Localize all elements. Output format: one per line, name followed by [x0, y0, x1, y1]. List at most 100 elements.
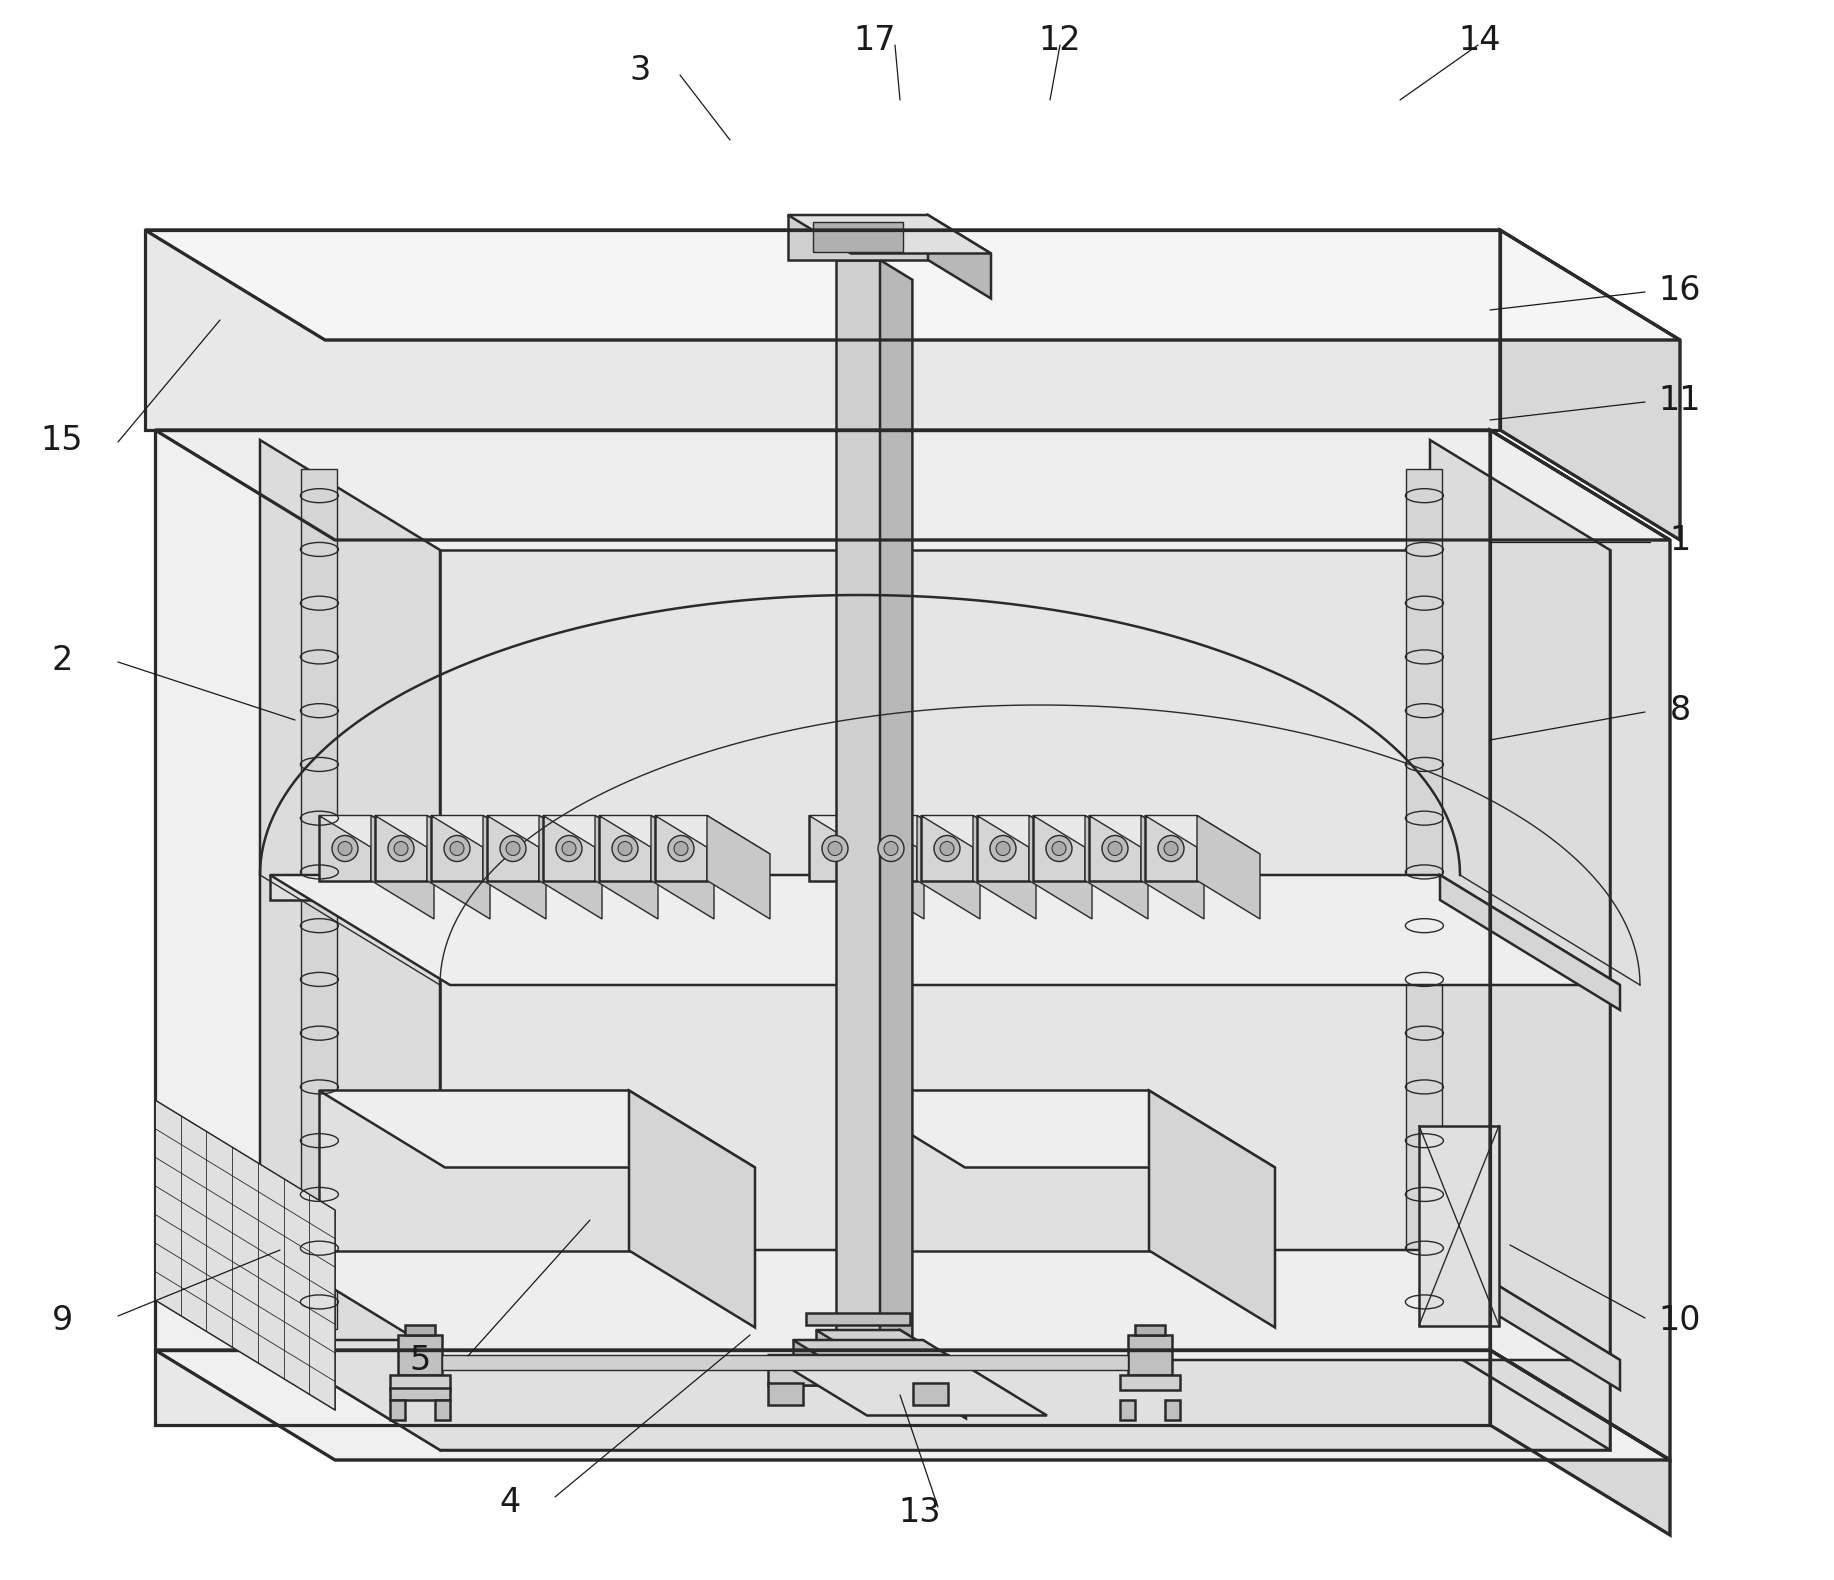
Circle shape — [613, 836, 638, 861]
Polygon shape — [792, 1340, 1012, 1395]
Polygon shape — [260, 1340, 1610, 1450]
Circle shape — [827, 842, 842, 855]
Polygon shape — [431, 815, 482, 880]
Polygon shape — [156, 1349, 1671, 1460]
Polygon shape — [978, 815, 1029, 880]
Polygon shape — [442, 1356, 1128, 1370]
Polygon shape — [270, 1250, 1619, 1360]
Polygon shape — [391, 1400, 405, 1420]
Polygon shape — [789, 215, 990, 253]
Polygon shape — [812, 223, 902, 251]
Text: 8: 8 — [1669, 694, 1691, 727]
Polygon shape — [921, 815, 1036, 855]
Polygon shape — [1420, 1125, 1498, 1326]
Text: 12: 12 — [1038, 24, 1082, 57]
Text: 17: 17 — [855, 24, 897, 57]
Polygon shape — [706, 815, 770, 920]
Polygon shape — [928, 215, 990, 299]
Polygon shape — [629, 1090, 756, 1327]
Polygon shape — [1141, 815, 1203, 920]
Polygon shape — [860, 815, 924, 920]
Polygon shape — [431, 815, 547, 855]
Polygon shape — [398, 1335, 442, 1375]
Polygon shape — [921, 815, 974, 880]
Polygon shape — [319, 1090, 629, 1250]
Polygon shape — [1500, 231, 1680, 540]
Polygon shape — [900, 1330, 954, 1413]
Circle shape — [1045, 836, 1073, 861]
Polygon shape — [1089, 815, 1141, 880]
Text: 2: 2 — [51, 643, 73, 676]
Polygon shape — [838, 1090, 1148, 1250]
Polygon shape — [1128, 1335, 1172, 1375]
Polygon shape — [768, 1356, 1047, 1416]
Polygon shape — [427, 815, 490, 920]
Polygon shape — [655, 815, 770, 855]
Text: 9: 9 — [51, 1304, 73, 1337]
Polygon shape — [260, 439, 440, 1450]
Circle shape — [394, 842, 407, 855]
Polygon shape — [866, 815, 917, 880]
Polygon shape — [1440, 1250, 1619, 1390]
Polygon shape — [391, 1387, 449, 1400]
Polygon shape — [370, 815, 435, 920]
Polygon shape — [435, 1400, 449, 1420]
Circle shape — [668, 836, 693, 861]
Polygon shape — [488, 815, 602, 855]
Polygon shape — [1144, 815, 1198, 880]
Circle shape — [990, 836, 1016, 861]
Polygon shape — [440, 550, 1610, 1450]
Circle shape — [934, 836, 959, 861]
Polygon shape — [812, 1345, 902, 1379]
Circle shape — [506, 842, 521, 855]
Polygon shape — [145, 231, 1500, 430]
Polygon shape — [319, 1090, 756, 1168]
Circle shape — [1053, 842, 1066, 855]
Polygon shape — [1489, 1349, 1671, 1536]
Circle shape — [1157, 836, 1185, 861]
Polygon shape — [156, 1100, 336, 1409]
Polygon shape — [594, 815, 658, 920]
Polygon shape — [600, 815, 651, 880]
Polygon shape — [974, 815, 1036, 920]
Polygon shape — [789, 215, 928, 261]
Circle shape — [501, 836, 526, 861]
Text: 1: 1 — [1669, 523, 1691, 556]
Text: 11: 11 — [1658, 384, 1702, 417]
Polygon shape — [1086, 815, 1148, 920]
Polygon shape — [816, 1330, 954, 1364]
Circle shape — [1108, 842, 1122, 855]
Polygon shape — [836, 261, 880, 1379]
Circle shape — [449, 842, 464, 855]
Circle shape — [822, 836, 847, 861]
Circle shape — [444, 836, 470, 861]
Polygon shape — [319, 815, 435, 855]
Text: 4: 4 — [499, 1485, 521, 1518]
Polygon shape — [488, 815, 539, 880]
Circle shape — [996, 842, 1011, 855]
Circle shape — [884, 842, 899, 855]
Polygon shape — [1489, 430, 1671, 1460]
Polygon shape — [156, 1349, 1489, 1425]
Polygon shape — [1440, 875, 1619, 1010]
Polygon shape — [1121, 1400, 1135, 1420]
Polygon shape — [902, 1345, 967, 1419]
Circle shape — [675, 842, 688, 855]
Polygon shape — [543, 815, 594, 880]
Circle shape — [389, 836, 414, 861]
Polygon shape — [156, 430, 1671, 540]
Polygon shape — [1407, 469, 1442, 1329]
Polygon shape — [913, 1382, 948, 1405]
Text: 15: 15 — [40, 423, 83, 457]
Polygon shape — [917, 815, 979, 920]
Polygon shape — [374, 815, 490, 855]
Text: 5: 5 — [409, 1343, 431, 1376]
Polygon shape — [270, 875, 1619, 984]
Polygon shape — [374, 815, 427, 880]
Polygon shape — [1198, 815, 1260, 920]
Text: 16: 16 — [1658, 273, 1702, 307]
Circle shape — [556, 836, 581, 861]
Polygon shape — [405, 1326, 435, 1335]
Polygon shape — [543, 815, 658, 855]
Polygon shape — [838, 1090, 1275, 1168]
